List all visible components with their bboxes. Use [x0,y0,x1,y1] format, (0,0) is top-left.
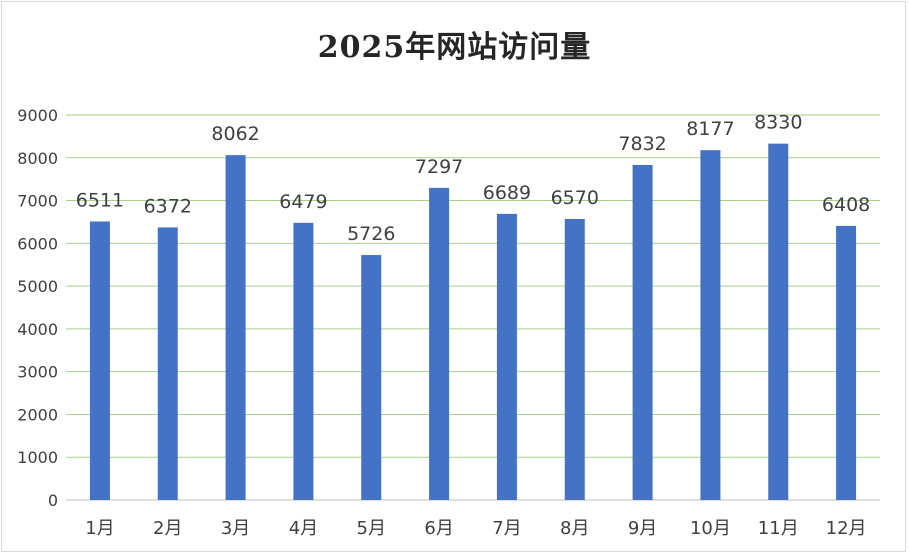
x-tick-label: 2月 [153,518,182,539]
x-tick-label: 6月 [424,518,453,539]
y-tick-label: 7000 [17,192,58,211]
x-tick-label: 7月 [492,518,521,539]
x-tick-label: 11月 [758,518,799,539]
y-tick-label: 8000 [17,149,58,168]
bar [429,187,450,500]
y-tick-label: 2000 [17,405,58,424]
data-label: 6570 [551,187,599,209]
y-tick-label: 0 [48,491,58,510]
y-tick-label: 9000 [17,106,58,125]
bar [768,143,789,500]
bar [632,164,653,500]
bar [836,225,857,500]
data-label: 5726 [347,223,395,245]
x-tick-label: 5月 [357,518,386,539]
data-label: 6408 [822,194,870,216]
bar [700,150,721,500]
data-label: 6479 [279,191,327,213]
x-tick-label: 10月 [690,518,731,539]
x-tick-label: 1月 [85,518,114,539]
x-tick-label: 9月 [628,518,657,539]
y-tick-label: 5000 [17,277,58,296]
y-tick-label: 6000 [17,234,58,253]
bar [496,213,517,501]
bar [157,227,178,501]
bar [564,218,585,500]
x-tick-label: 4月 [289,518,318,539]
data-label: 7297 [415,156,463,178]
data-label: 8062 [211,123,259,145]
data-label: 7832 [618,133,666,155]
data-label: 8177 [686,118,734,140]
bar [225,155,246,500]
y-tick-label: 3000 [17,363,58,382]
data-label: 6689 [483,182,531,204]
y-tick-label: 1000 [17,448,58,467]
bar [361,255,382,500]
data-label: 6372 [144,195,192,217]
x-tick-label: 3月 [221,518,250,539]
y-tick-label: 4000 [17,320,58,339]
x-tick-label: 8月 [560,518,589,539]
bar [293,222,314,500]
chart-title: 2025年网站访问量 [317,30,592,65]
bar [89,221,110,501]
x-tick-label: 12月 [826,518,867,539]
data-label: 8330 [754,112,802,134]
data-label: 6511 [76,189,124,211]
